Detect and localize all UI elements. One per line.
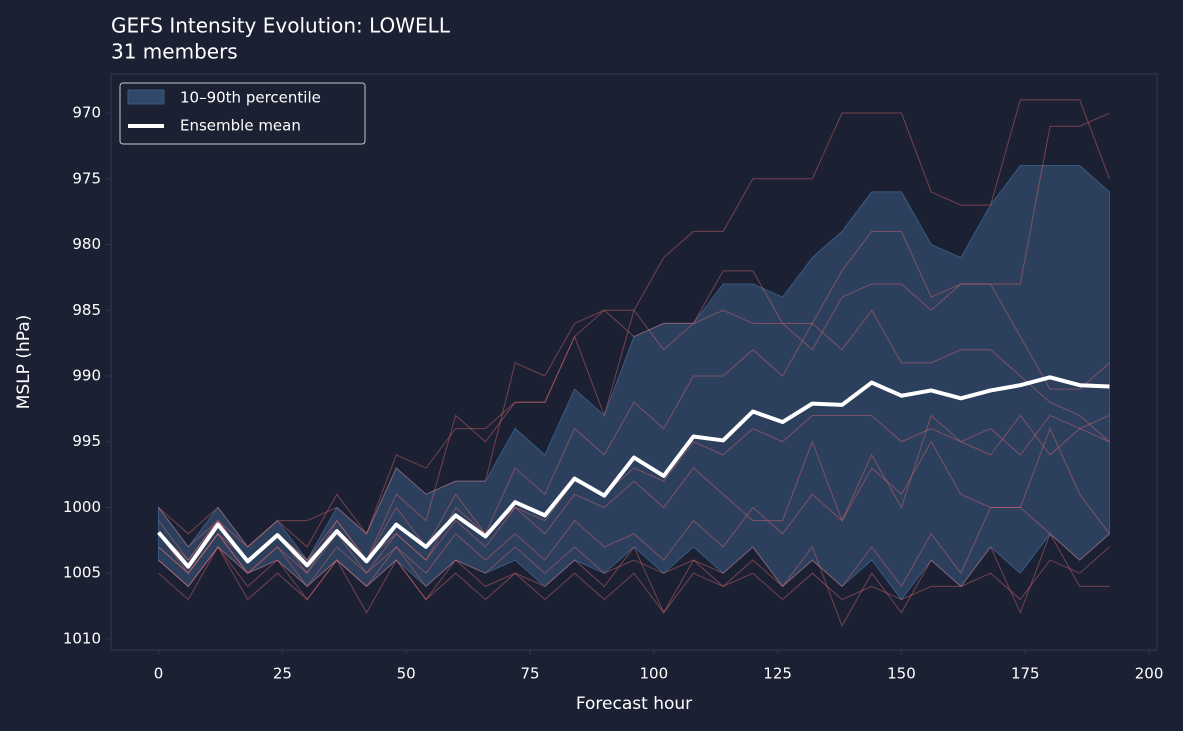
member-line	[158, 545, 1110, 614]
member-line	[158, 283, 1110, 562]
legend-label: 10–90th percentile	[180, 89, 321, 107]
chart-title: GEFS Intensity Evolution: LOWELL	[111, 14, 451, 38]
x-tick-label: 75	[520, 665, 539, 683]
y-tick-label: 1000	[63, 498, 101, 516]
y-tick-label: 1005	[63, 564, 101, 582]
member-line	[158, 506, 1110, 588]
y-tick-label: 985	[72, 301, 101, 319]
x-tick-label: 25	[273, 665, 292, 683]
legend-label: Ensemble mean	[180, 117, 301, 135]
y-tick-label: 990	[72, 367, 101, 385]
legend-swatch	[127, 89, 165, 105]
y-tick-label: 980	[72, 235, 101, 253]
percentile-band	[158, 165, 1110, 601]
member-line	[158, 99, 1110, 548]
x-tick-label: 175	[1011, 665, 1040, 683]
x-tick-label: 50	[397, 665, 416, 683]
mean-line	[157, 375, 1110, 569]
member-line	[158, 112, 1110, 548]
legend-box	[119, 82, 366, 145]
y-tick-label: 970	[72, 104, 101, 122]
x-tick-label: 0	[154, 665, 164, 683]
y-axis-label: MSLP (hPa)	[14, 315, 34, 410]
chart-subtitle: 31 members	[111, 40, 238, 64]
x-tick-label: 125	[763, 665, 792, 683]
member-line	[158, 427, 1110, 575]
x-tick-label: 200	[1135, 665, 1164, 683]
y-tick-label: 995	[72, 432, 101, 450]
plot-frame	[110, 73, 1158, 651]
member-line	[158, 414, 1110, 588]
y-tick-label: 975	[72, 169, 101, 187]
x-tick-label: 150	[887, 665, 916, 683]
y-tick-label: 1010	[63, 629, 101, 647]
member-line	[158, 532, 1110, 627]
x-tick-label: 100	[639, 665, 668, 683]
x-axis-label: Forecast hour	[576, 694, 692, 714]
